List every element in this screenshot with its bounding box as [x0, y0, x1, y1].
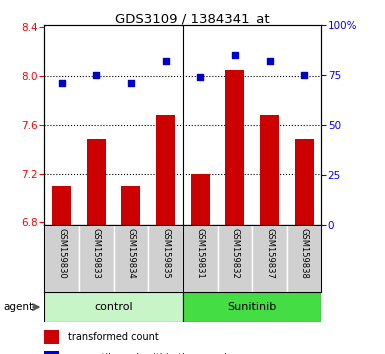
Bar — [44, 351, 59, 354]
Point — [301, 72, 307, 78]
Point — [232, 52, 238, 58]
Bar — [183, 225, 218, 292]
Point — [59, 80, 65, 86]
Text: control: control — [94, 302, 133, 312]
Bar — [218, 225, 252, 292]
Point — [128, 80, 134, 86]
Text: GSM159837: GSM159837 — [265, 228, 274, 279]
Text: GSM159838: GSM159838 — [300, 228, 309, 279]
Bar — [52, 186, 71, 225]
Bar — [260, 115, 279, 225]
Point — [93, 72, 99, 78]
Text: GSM159834: GSM159834 — [126, 228, 136, 279]
Bar — [87, 139, 106, 225]
Text: GSM159835: GSM159835 — [161, 228, 170, 279]
Text: GSM159833: GSM159833 — [92, 228, 101, 279]
Text: agent: agent — [4, 302, 34, 312]
Point — [197, 74, 203, 80]
Bar — [44, 292, 183, 322]
Bar — [79, 225, 114, 292]
Text: GSM159830: GSM159830 — [57, 228, 66, 279]
Text: GDS3109 / 1384341_at: GDS3109 / 1384341_at — [115, 12, 270, 25]
Bar — [252, 225, 287, 292]
Text: transformed count: transformed count — [68, 332, 159, 342]
Bar — [191, 173, 210, 225]
Bar — [295, 139, 314, 225]
Bar — [121, 186, 141, 225]
Bar — [156, 115, 175, 225]
Bar — [44, 330, 59, 343]
Text: GSM159831: GSM159831 — [196, 228, 205, 279]
Text: percentile rank within the sample: percentile rank within the sample — [68, 353, 233, 354]
Text: Sunitinib: Sunitinib — [228, 302, 277, 312]
Point — [162, 58, 169, 64]
Bar — [44, 225, 79, 292]
Bar — [225, 70, 244, 225]
Text: GSM159832: GSM159832 — [230, 228, 239, 279]
Bar — [114, 225, 148, 292]
Point — [266, 58, 273, 64]
Bar — [183, 292, 321, 322]
Bar — [287, 225, 321, 292]
Bar — [148, 225, 183, 292]
